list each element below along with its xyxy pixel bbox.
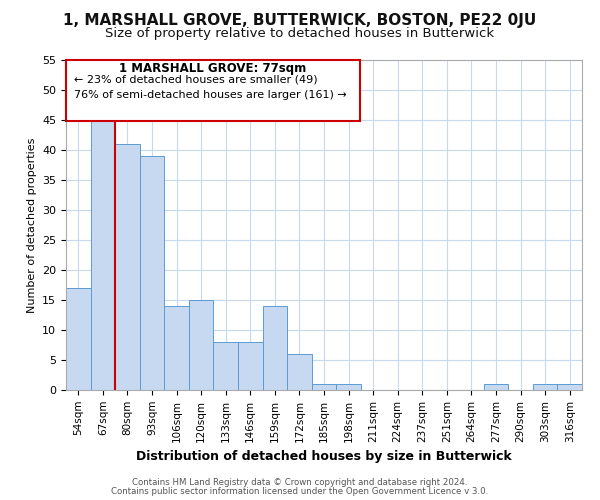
Bar	[533, 384, 557, 390]
Bar	[140, 156, 164, 390]
Text: 1, MARSHALL GROVE, BUTTERWICK, BOSTON, PE22 0JU: 1, MARSHALL GROVE, BUTTERWICK, BOSTON, P…	[64, 12, 536, 28]
Bar	[66, 288, 91, 390]
Bar	[557, 384, 582, 390]
Bar	[263, 306, 287, 390]
Bar	[336, 384, 361, 390]
FancyBboxPatch shape	[66, 60, 360, 121]
Bar	[312, 384, 336, 390]
Text: Size of property relative to detached houses in Butterwick: Size of property relative to detached ho…	[106, 28, 494, 40]
Text: ← 23% of detached houses are smaller (49): ← 23% of detached houses are smaller (49…	[74, 75, 317, 85]
Bar	[214, 342, 238, 390]
Bar	[484, 384, 508, 390]
Text: Contains public sector information licensed under the Open Government Licence v : Contains public sector information licen…	[112, 486, 488, 496]
Bar	[91, 120, 115, 390]
X-axis label: Distribution of detached houses by size in Butterwick: Distribution of detached houses by size …	[136, 450, 512, 463]
Text: Contains HM Land Registry data © Crown copyright and database right 2024.: Contains HM Land Registry data © Crown c…	[132, 478, 468, 487]
Bar	[189, 300, 214, 390]
Text: 1 MARSHALL GROVE: 77sqm: 1 MARSHALL GROVE: 77sqm	[119, 62, 307, 74]
Bar	[164, 306, 189, 390]
Y-axis label: Number of detached properties: Number of detached properties	[26, 138, 37, 312]
Bar	[238, 342, 263, 390]
Bar	[115, 144, 140, 390]
Bar	[287, 354, 312, 390]
Text: 76% of semi-detached houses are larger (161) →: 76% of semi-detached houses are larger (…	[74, 90, 346, 100]
